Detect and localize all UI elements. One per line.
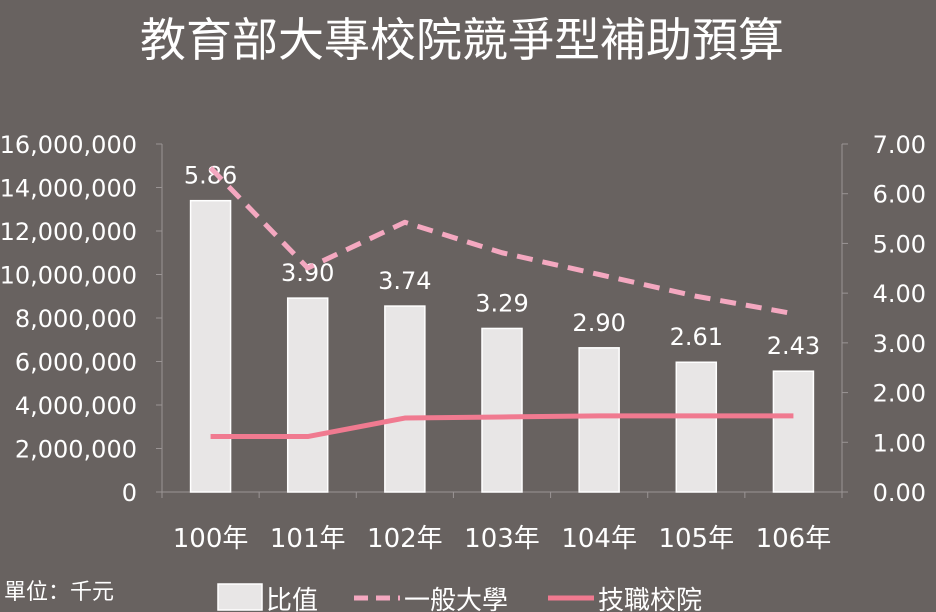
right-axis-tick-label: 1.00 <box>873 429 926 457</box>
legend: 比值 一般大學 技職校院 <box>217 583 702 612</box>
bar-data-label: 2.90 <box>572 309 625 337</box>
bar <box>286 297 329 493</box>
left-axis-tick-label: 0 <box>122 479 137 507</box>
bar <box>772 370 815 493</box>
x-tick-label: 102年 <box>367 524 443 554</box>
right-axis-tick-label: 4.00 <box>873 280 926 308</box>
bar-series <box>189 199 815 493</box>
x-tick-label: 106年 <box>756 524 832 554</box>
right-axis-tick-label: 2.00 <box>873 380 926 408</box>
x-tick-labels: 100年 101年 102年 103年 104年 105年 106年 <box>173 524 831 554</box>
bar <box>481 327 523 493</box>
bar-data-label: 3.74 <box>378 267 431 295</box>
bar-data-label: 2.43 <box>767 332 820 360</box>
chart-title: 教育部大專校院競爭型補助預算 <box>140 13 784 67</box>
x-tick-label: 104年 <box>561 524 637 554</box>
line-series <box>208 166 794 440</box>
right-axis-tick-label: 7.00 <box>873 131 926 159</box>
left-axis-tick-label: 6,000,000 <box>15 349 137 377</box>
left-axis-tick-label: 12,000,000 <box>0 218 137 246</box>
legend-label: 比值 <box>266 586 318 612</box>
bar <box>189 199 232 493</box>
bar-data-label: 3.29 <box>475 289 528 317</box>
x-tick-label: 105年 <box>658 524 734 554</box>
right-axis-tick-label: 6.00 <box>873 181 926 209</box>
unit-note: 單位：千元 <box>4 580 115 605</box>
bar-data-label: 5.86 <box>184 162 237 190</box>
right-axis-tick-label: 0.00 <box>873 479 926 507</box>
legend-swatch-bar <box>217 583 263 611</box>
bar-data-label: 2.61 <box>670 323 723 351</box>
right-axis-tick-label: 3.00 <box>873 330 926 358</box>
bar <box>578 347 620 493</box>
left-axis-tick-label: 10,000,000 <box>0 262 137 290</box>
legend-label: 一般大學 <box>404 586 508 612</box>
right-axis-tick-label: 5.00 <box>873 230 926 258</box>
bar-data-label: 3.90 <box>281 259 334 287</box>
bar <box>384 305 426 493</box>
legend-label: 技職校院 <box>598 586 702 612</box>
bar-data-labels: 5.86 3.90 3.74 3.29 2.90 2.61 2.43 <box>184 162 820 361</box>
x-tick-label: 101年 <box>270 524 346 554</box>
series-line-vocational-schools <box>210 413 794 440</box>
axes: 0 2,000,000 4,000,000 6,000,000 8,000,000 10,… <box>0 131 926 507</box>
left-axis-tick-label: 4,000,000 <box>15 392 137 420</box>
left-axis-tick-label: 2,000,000 <box>15 436 137 464</box>
x-tick-label: 103年 <box>464 524 540 554</box>
bar <box>675 361 718 493</box>
left-axis-tick-label: 14,000,000 <box>0 175 137 203</box>
left-axis-tick-label: 8,000,000 <box>15 305 137 333</box>
left-axis-tick-label: 16,000,000 <box>0 131 137 159</box>
series-line-general-universities <box>208 166 794 317</box>
x-tick-label: 100年 <box>173 524 249 554</box>
